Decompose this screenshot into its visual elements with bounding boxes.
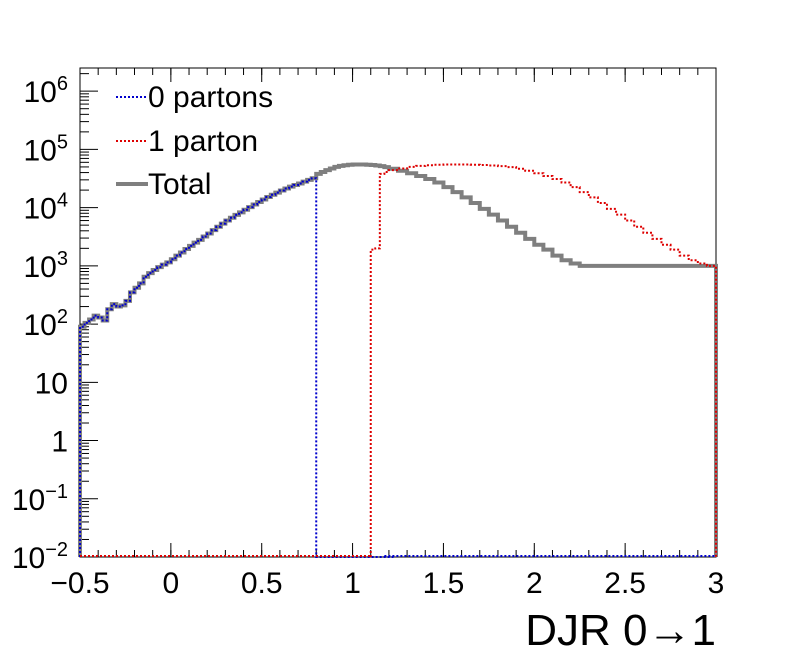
y-tick-base: 10 [35,367,68,400]
x-tick-label: 1 [344,567,361,600]
x-tick-label: 2.5 [604,567,646,600]
y-tick-exponent: −1 [45,481,68,503]
y-tick-base: 10 [12,484,45,517]
y-tick-label: 103 [24,248,69,284]
y-tick-exponent: 5 [57,131,68,153]
x-axis-ticks: −0.5 0 0.5 1 1.5 2 2.5 3 [50,68,724,600]
y-tick-base: 10 [24,251,57,284]
x-axis-title: DJR 0→1 [525,606,716,655]
y-tick-base: 10 [24,193,57,226]
legend: 0 partons 1 parton Total [116,81,273,201]
y-tick-exponent: 2 [57,306,68,328]
y-tick-base: 10 [12,542,45,575]
y-tick-exponent: 3 [57,248,68,270]
y-tick-base: 10 [24,76,57,109]
y-tick-label: 1 [51,426,68,459]
y-tick-label: 10−1 [12,481,68,517]
x-tick-label: 1.5 [423,567,465,600]
y-tick-label: 10−2 [12,539,68,575]
legend-label-total: Total [148,168,211,201]
series-layer [78,162,718,558]
x-tick-label: 2 [526,567,543,600]
x-tick-label: 0 [163,567,180,600]
series-0-partons-line [79,177,394,558]
y-tick-label: 104 [24,190,69,226]
x-tick-label: −0.5 [50,567,109,600]
x-tick-label: 3 [708,567,725,600]
y-tick-base: 1 [51,426,68,459]
y-tick-base: 10 [24,309,57,342]
y-tick-exponent: 6 [57,73,68,95]
y-tick-label: 10 [35,367,68,400]
series-1-parton-line [369,163,717,557]
y-tick-base: 10 [24,134,57,167]
y-tick-label: 102 [24,306,69,342]
plot-frame [79,67,717,558]
y-tick-exponent: −2 [45,539,68,561]
legend-label-1-parton: 1 parton [148,125,258,158]
y-tick-exponent: 4 [57,190,68,212]
x-tick-label: 0.5 [241,567,283,600]
y-tick-label: 105 [24,131,69,167]
y-tick-label: 106 [24,73,69,109]
legend-label-0-partons: 0 partons [148,81,273,114]
